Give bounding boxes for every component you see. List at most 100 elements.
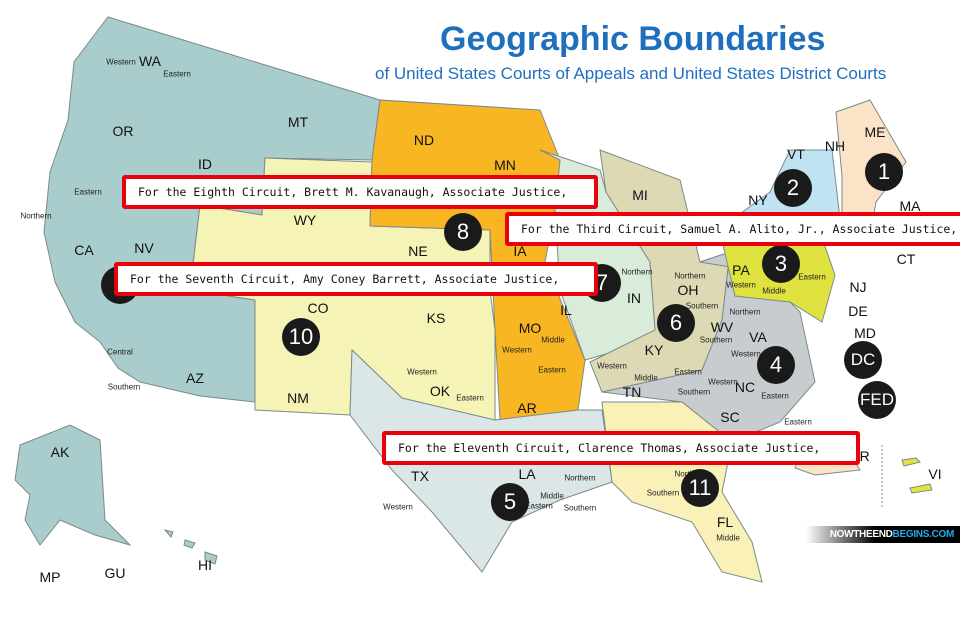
- state-label: VA: [749, 329, 767, 345]
- state-label: MN: [494, 157, 516, 173]
- state-label: AR: [517, 400, 537, 416]
- district-label: Middle: [634, 373, 658, 383]
- circuit-badge-1: 1: [865, 153, 903, 191]
- state-label: MD: [854, 325, 876, 341]
- callout-eleventh-circuit: For the Eleventh Circuit, Clarence Thoma…: [382, 431, 860, 465]
- state-label: KS: [426, 310, 446, 326]
- district-label: Eastern: [74, 187, 102, 197]
- circuit-badge-4: 4: [757, 346, 795, 384]
- callout-eighth-circuit: For the Eighth Circuit, Brett M. Kavanau…: [122, 175, 598, 209]
- district-label: Western: [597, 361, 627, 371]
- watermark-logo: NOWTHEENDBEGINS.COM: [806, 526, 960, 543]
- state-label: TX: [411, 468, 429, 484]
- state-label: VT: [787, 146, 805, 162]
- state-label: MO: [518, 320, 542, 336]
- district-label: Eastern: [538, 365, 566, 375]
- state-label: NH: [824, 138, 846, 154]
- district-label: Eastern: [163, 69, 191, 79]
- state-label: FL: [716, 514, 734, 530]
- state-label: VI: [928, 466, 942, 482]
- watermark-text: NOWTHEEND: [829, 529, 893, 540]
- district-label: Western: [106, 57, 136, 67]
- map-title: Geographic Boundaries: [440, 20, 826, 58]
- district-label: Eastern: [798, 272, 826, 282]
- district-label: Eastern: [674, 367, 702, 377]
- district-label: Eastern: [784, 417, 812, 427]
- district-label: Western: [407, 367, 437, 377]
- state-label: DE: [848, 303, 868, 319]
- state-label: LA: [518, 466, 536, 482]
- region-hawaii: [163, 529, 218, 565]
- state-label: MT: [287, 114, 309, 130]
- district-label: Southern: [646, 488, 680, 498]
- state-label: MP: [39, 569, 61, 585]
- region-virgin-islands: [901, 457, 933, 494]
- state-label: IA: [513, 243, 527, 259]
- state-label: AZ: [186, 370, 204, 386]
- district-label: Northern: [564, 473, 596, 483]
- state-label: CO: [307, 300, 329, 316]
- state-label: SC: [720, 409, 740, 425]
- state-label: ND: [413, 132, 435, 148]
- state-label: OR: [112, 123, 134, 139]
- district-label: Middle: [762, 286, 786, 296]
- district-label: Eastern: [525, 501, 553, 511]
- state-label: HI: [198, 557, 212, 573]
- state-label: WA: [138, 53, 162, 69]
- state-label: NY: [748, 192, 768, 208]
- circuit-badge-fed: FED: [858, 381, 896, 419]
- district-label: Western: [383, 502, 413, 512]
- district-label: Southern: [685, 301, 719, 311]
- state-label: MI: [632, 187, 648, 203]
- district-label: Eastern: [761, 391, 789, 401]
- district-label: Northern: [674, 271, 706, 281]
- state-label: CT: [896, 251, 916, 267]
- district-label: Middle: [540, 491, 564, 501]
- district-label: Middle: [716, 533, 740, 543]
- state-label: MA: [899, 198, 921, 214]
- district-label: Western: [502, 345, 532, 355]
- state-label: NM: [287, 390, 309, 406]
- region-alaska: [14, 424, 132, 547]
- watermark-text-accent: BEGINS.COM: [892, 529, 955, 540]
- state-label: IN: [627, 290, 641, 306]
- circuit-badge-11: 11: [681, 469, 719, 507]
- circuit-badge-10: 10: [282, 318, 320, 356]
- state-label: NE: [408, 243, 428, 259]
- district-label: Western: [731, 349, 761, 359]
- state-label: NC: [734, 379, 756, 395]
- district-label: Western: [726, 280, 756, 290]
- state-label: WV: [710, 319, 734, 335]
- map-subtitle: of United States Courts of Appeals and U…: [375, 64, 887, 83]
- state-label: ME: [864, 124, 886, 140]
- district-label: Northern: [621, 267, 653, 277]
- state-label: PA: [732, 262, 750, 278]
- state-label: KY: [644, 342, 664, 358]
- district-label: Northern: [729, 307, 761, 317]
- circuit-badge-6: 6: [657, 304, 695, 342]
- callout-seventh-circuit: For the Seventh Circuit, Amy Coney Barre…: [114, 262, 598, 296]
- district-label: Eastern: [456, 393, 484, 403]
- district-label: Middle: [541, 335, 565, 345]
- state-label: CA: [74, 242, 94, 258]
- district-label: Western: [708, 377, 738, 387]
- circuit-badge-2: 2: [774, 169, 812, 207]
- state-label: OH: [677, 282, 699, 298]
- circuit-badge-3: 3: [762, 245, 800, 283]
- district-label: Northern: [20, 211, 52, 221]
- state-label: WY: [293, 212, 317, 228]
- state-label: ID: [198, 156, 212, 172]
- state-label: GU: [104, 565, 126, 581]
- state-label: AK: [50, 444, 70, 460]
- district-label: Southern: [677, 387, 711, 397]
- state-label: NJ: [849, 279, 867, 295]
- callout-third-circuit: For the Third Circuit, Samuel A. Alito, …: [505, 212, 960, 246]
- state-label: NV: [134, 240, 154, 256]
- state-label: IL: [560, 302, 572, 318]
- circuit-badge-8: 8: [444, 213, 482, 251]
- circuit-badge-5: 5: [491, 483, 529, 521]
- district-label: Central: [107, 347, 133, 357]
- state-label: OK: [429, 383, 451, 399]
- district-label: Southern: [563, 503, 597, 513]
- district-label: Southern: [699, 335, 733, 345]
